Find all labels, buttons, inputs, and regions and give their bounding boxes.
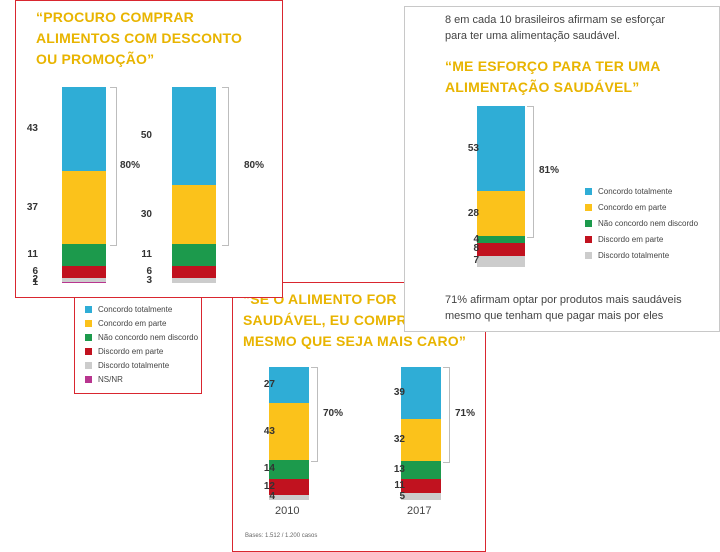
chart-effort-card: 8 em cada 10 brasileiros afirmam se esfo… xyxy=(404,6,720,332)
chart-effort-footnote: 71% afirmam optar por produtos mais saud… xyxy=(445,292,682,324)
agree-percent-label: 80% xyxy=(120,160,140,171)
data-label: 14 xyxy=(253,463,275,474)
bar-segment xyxy=(269,460,309,479)
bar-segment xyxy=(62,244,106,266)
year-label-2010: 2010 xyxy=(275,505,299,517)
legend-item-discordo-totalmente: Discordo totalmente xyxy=(85,361,169,370)
agree-bracket xyxy=(443,367,450,463)
chart-effort-intro: 8 em cada 10 brasileiros afirmam se esfo… xyxy=(445,12,665,44)
data-label: 11 xyxy=(383,480,405,491)
agree-percent-label: 70% xyxy=(323,408,343,419)
bar-segment xyxy=(401,493,441,500)
bar-segment xyxy=(62,87,106,171)
data-label: 12 xyxy=(253,481,275,492)
chart-effort-title: “ME ESFORÇO PARA TER UMA ALIMENTAÇÃO SAU… xyxy=(445,56,715,98)
legend-swatch xyxy=(85,362,92,369)
legend-item-concordo-em-parte: Concordo em parte xyxy=(585,203,666,212)
legend-swatch xyxy=(585,252,592,259)
legend-item-nao-concordo: Não concordo nem discordo xyxy=(585,219,698,228)
agree-percent-label: 81% xyxy=(539,165,559,176)
bar-segment xyxy=(62,171,106,244)
data-label: 28 xyxy=(457,208,479,219)
bar-segment xyxy=(477,256,525,267)
legend-swatch xyxy=(85,348,92,355)
bar-segment xyxy=(477,106,525,191)
agree-percent-label: 80% xyxy=(244,160,264,171)
agree-percent-label: 71% xyxy=(455,408,475,419)
legend-swatch xyxy=(585,204,592,211)
year-label-2017: 2017 xyxy=(407,505,431,517)
bar-segment xyxy=(172,244,216,266)
source-note: Bases: 1.512 / 1.200 casos xyxy=(245,533,317,539)
data-label: 43 xyxy=(253,426,275,437)
legend-item-ns-nr: NS/NR xyxy=(85,375,123,384)
legend-item-concordo-totalmente: Concordo totalmente xyxy=(585,187,672,196)
data-label: 39 xyxy=(383,387,405,398)
data-label: 1 xyxy=(16,277,38,288)
legend-swatch xyxy=(85,306,92,313)
data-label: 11 xyxy=(130,249,152,260)
legend-card: Concordo totalmente Concordo em parte Nã… xyxy=(74,288,202,394)
bar-segment xyxy=(269,403,309,460)
bar-segment xyxy=(62,282,106,284)
data-label: 43 xyxy=(16,123,38,134)
bar-segment xyxy=(401,461,441,478)
data-label: 3 xyxy=(130,275,152,286)
bar-segment xyxy=(172,87,216,185)
data-label: 5 xyxy=(383,491,405,502)
agree-bracket xyxy=(222,87,229,246)
data-label: 27 xyxy=(253,379,275,390)
legend-swatch xyxy=(85,376,92,383)
data-label: 32 xyxy=(383,434,405,445)
legend-item-discordo-totalmente: Discordo totalmente xyxy=(585,251,669,260)
bar-segment xyxy=(477,191,525,236)
legend-swatch xyxy=(85,320,92,327)
bar-segment xyxy=(401,419,441,462)
bar-segment xyxy=(269,495,309,500)
bar-segment xyxy=(62,266,106,278)
chart-discount-card: “PROCURO COMPRAR ALIMENTOS COM DESCONTO … xyxy=(15,0,283,298)
data-label: 30 xyxy=(130,209,152,220)
bar-segment xyxy=(477,243,525,256)
legend-item-discordo-em-parte: Discordo em parte xyxy=(585,235,663,244)
bar-segment xyxy=(401,479,441,494)
bar-segment xyxy=(172,266,216,278)
bar-segment xyxy=(172,185,216,244)
data-label: 8 xyxy=(457,243,479,254)
data-label: 11 xyxy=(16,249,38,260)
bar-segment xyxy=(269,367,309,403)
chart-discount-title: “PROCURO COMPRAR ALIMENTOS COM DESCONTO … xyxy=(36,7,283,70)
bar-segment xyxy=(401,367,441,419)
legend-swatch xyxy=(585,236,592,243)
data-label: 4 xyxy=(253,491,275,502)
bar-segment xyxy=(172,278,216,284)
legend-item-nao-concordo: Não concordo nem discordo xyxy=(85,333,198,342)
legend-swatch xyxy=(585,188,592,195)
data-label: 53 xyxy=(457,143,479,154)
data-label: 7 xyxy=(457,255,479,266)
bar-segment xyxy=(269,479,309,495)
legend-item-concordo-totalmente: Concordo totalmente xyxy=(85,305,172,314)
legend-item-concordo-em-parte: Concordo em parte xyxy=(85,319,166,328)
agree-bracket xyxy=(527,106,534,238)
legend-swatch xyxy=(85,334,92,341)
data-label: 37 xyxy=(16,202,38,213)
legend-swatch xyxy=(585,220,592,227)
agree-bracket xyxy=(311,367,318,462)
data-label: 13 xyxy=(383,464,405,475)
data-label: 50 xyxy=(130,130,152,141)
agree-bracket xyxy=(110,87,117,246)
legend-item-discordo-em-parte: Discordo em parte xyxy=(85,347,163,356)
